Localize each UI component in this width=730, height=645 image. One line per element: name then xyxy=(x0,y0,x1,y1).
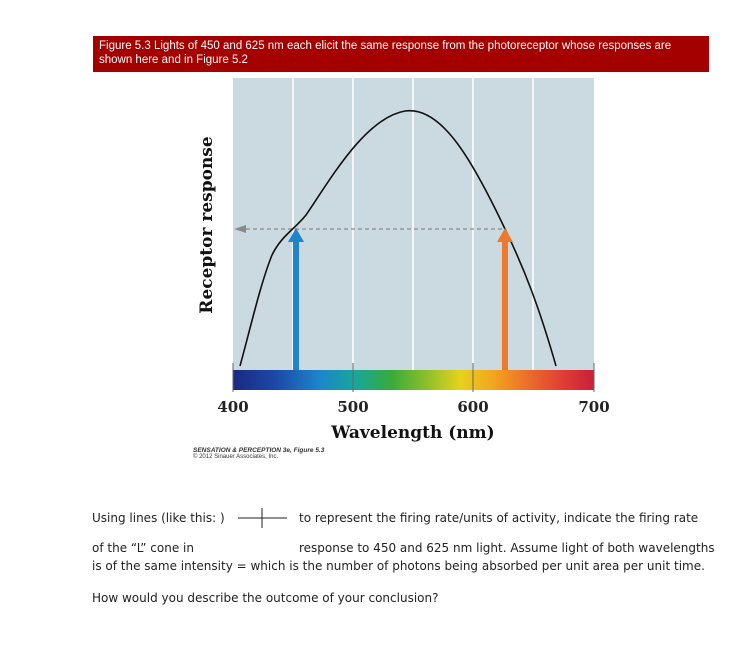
example-line-glyph xyxy=(238,508,287,528)
question-line2-end: response to 450 and 625 nm light. Assume… xyxy=(299,541,715,555)
spectrum-ticks xyxy=(232,363,595,392)
spectrum-bar xyxy=(233,370,594,390)
x-tick-500: 500 xyxy=(337,398,368,416)
credit-copyright: © 2012 Sinauer Associates, Inc. xyxy=(193,454,279,460)
x-axis-label: Wavelength (nm) xyxy=(330,423,494,443)
question-line4: How would you describe the outcome of yo… xyxy=(92,591,439,605)
blue-arrow-450nm-shaft xyxy=(293,240,299,370)
orange-arrow-625nm-head xyxy=(497,228,513,242)
x-tick-700: 700 xyxy=(578,398,609,416)
x-tick-600: 600 xyxy=(457,398,488,416)
question-line3: is of the same intensity = which is the … xyxy=(92,559,705,573)
question-line1-start: Using lines (like this: ) xyxy=(92,511,225,525)
blue-arrow-450nm-head xyxy=(288,228,304,242)
question-line2-start: of the “L” cone in xyxy=(92,541,194,555)
figure-caption: Figure 5.3 Lights of 450 and 625 nm each… xyxy=(93,36,709,72)
x-tick-400: 400 xyxy=(217,398,248,416)
question-line1-end: to represent the firing rate/units of ac… xyxy=(299,511,699,525)
figure-credit: SENSATION & PERCEPTION 3e, Figure 5.3 © … xyxy=(193,447,324,461)
credit-title: SENSATION & PERCEPTION 3e, Figure 5.3 xyxy=(193,447,325,454)
y-axis-label: Receptor response xyxy=(197,136,217,314)
dashed-arrowhead-left xyxy=(234,225,246,233)
orange-arrow-625nm-shaft xyxy=(502,240,508,370)
x-tick-labels: 400 500 600 700 xyxy=(217,398,609,416)
receptor-response-curve xyxy=(239,109,557,367)
